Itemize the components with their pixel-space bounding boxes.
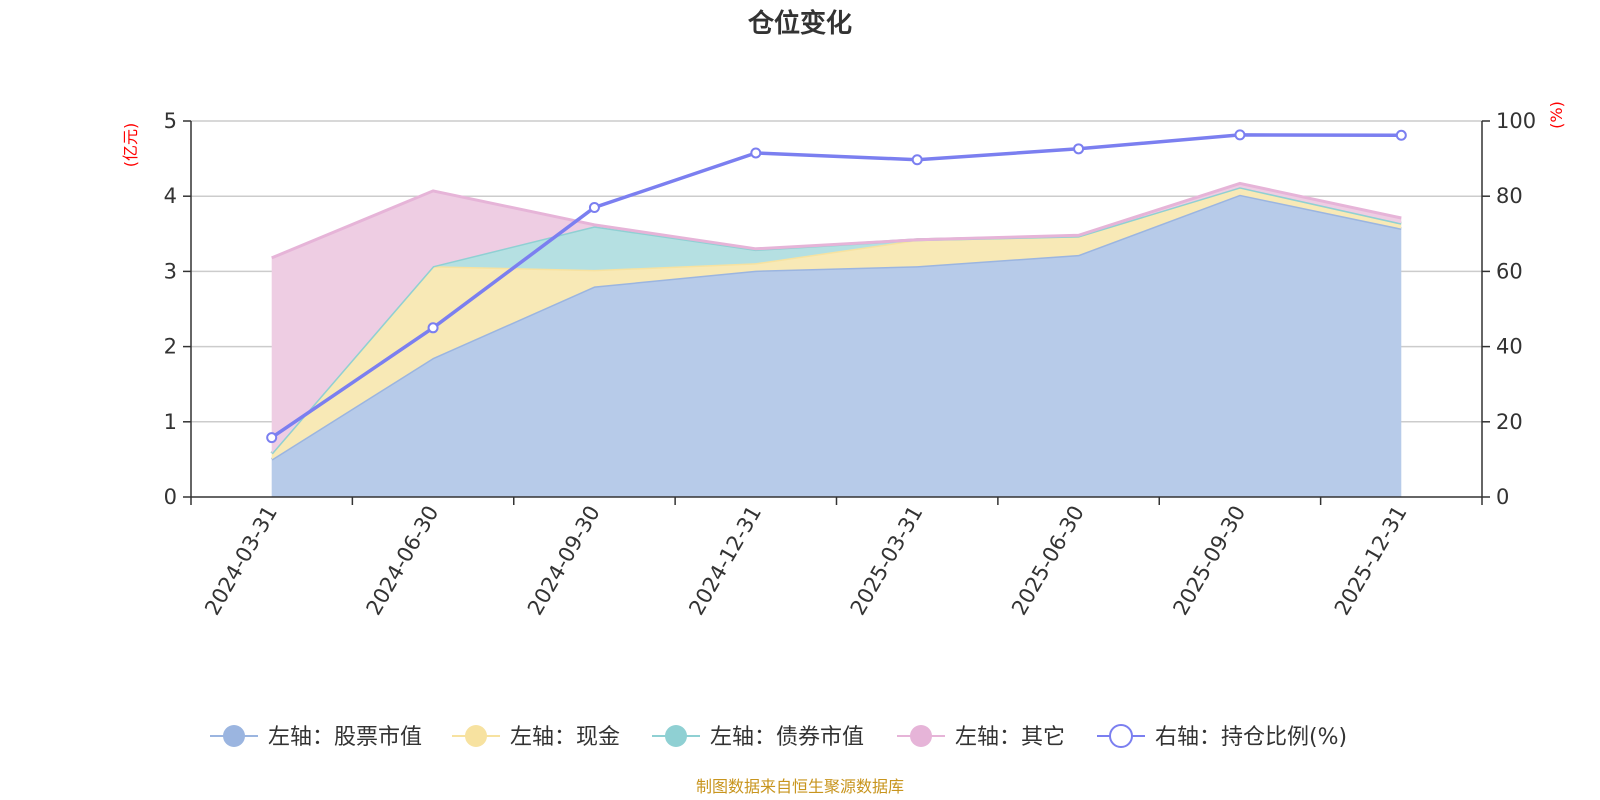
chart-title: 仓位变化 xyxy=(747,8,852,39)
legend[interactable]: 左轴：股票市值 左轴：现金 左轴：债券市值 左轴：其它 右轴：持仓比例(%) xyxy=(210,725,1347,750)
left-tick-label: 4 xyxy=(164,184,177,208)
left-tick-label: 5 xyxy=(164,109,177,133)
right-tick-label: 0 xyxy=(1496,485,1509,509)
right-tick-label: 40 xyxy=(1496,335,1523,359)
right-axis-unit: (%) xyxy=(1547,101,1566,129)
ratio-point[interactable] xyxy=(913,155,922,164)
left-tick-label: 3 xyxy=(164,259,177,283)
data-source-note: 制图数据来自恒生聚源数据库 xyxy=(696,777,904,796)
right-tick-label: 80 xyxy=(1496,184,1523,208)
left-tick-label: 2 xyxy=(164,335,177,359)
ratio-point[interactable] xyxy=(1074,144,1083,153)
x-tick-label: 2025-12-31 xyxy=(1330,502,1412,620)
x-tick-label: 2024-03-31 xyxy=(200,502,282,620)
x-tick-label: 2025-09-30 xyxy=(1168,502,1250,620)
x-tick-label: 2024-12-31 xyxy=(684,502,766,620)
legend-item[interactable]: 左轴：股票市值 xyxy=(210,725,422,750)
right-tick-label: 20 xyxy=(1496,410,1523,434)
ratio-point[interactable] xyxy=(1235,130,1244,139)
legend-item[interactable]: 左轴：现金 xyxy=(452,725,620,750)
chart-svg: 仓位变化 (亿元) (%) 0 1 2 3 4 5 0 20 40 60 80 100 2024-03-… xyxy=(0,0,1600,800)
legend-item[interactable]: 左轴：其它 xyxy=(897,725,1065,750)
legend-label: 右轴：持仓比例(%) xyxy=(1155,725,1347,750)
legend-item[interactable]: 左轴：债券市值 xyxy=(652,725,864,750)
x-tick-label: 2024-06-30 xyxy=(362,502,444,620)
stacked-areas xyxy=(272,183,1402,497)
legend-label: 左轴：股票市值 xyxy=(268,725,422,750)
ratio-point[interactable] xyxy=(1397,131,1406,140)
ratio-point[interactable] xyxy=(429,323,438,332)
legend-label: 左轴：现金 xyxy=(510,725,620,750)
ratio-point[interactable] xyxy=(267,433,276,442)
left-tick-label: 0 xyxy=(164,485,177,509)
x-tick-label: 2024-09-30 xyxy=(523,502,605,620)
legend-label: 左轴：债券市值 xyxy=(710,725,864,750)
x-tick-label: 2025-03-31 xyxy=(846,502,928,620)
ratio-point[interactable] xyxy=(590,203,599,212)
x-tick-label: 2025-06-30 xyxy=(1007,502,1089,620)
left-axis-unit: (亿元) xyxy=(121,123,140,168)
left-tick-label: 1 xyxy=(164,410,177,434)
right-tick-label: 60 xyxy=(1496,259,1523,283)
legend-label: 左轴：其它 xyxy=(955,725,1065,750)
legend-item[interactable]: 右轴：持仓比例(%) xyxy=(1097,725,1347,750)
right-tick-label: 100 xyxy=(1496,109,1536,133)
ratio-point[interactable] xyxy=(751,148,760,157)
